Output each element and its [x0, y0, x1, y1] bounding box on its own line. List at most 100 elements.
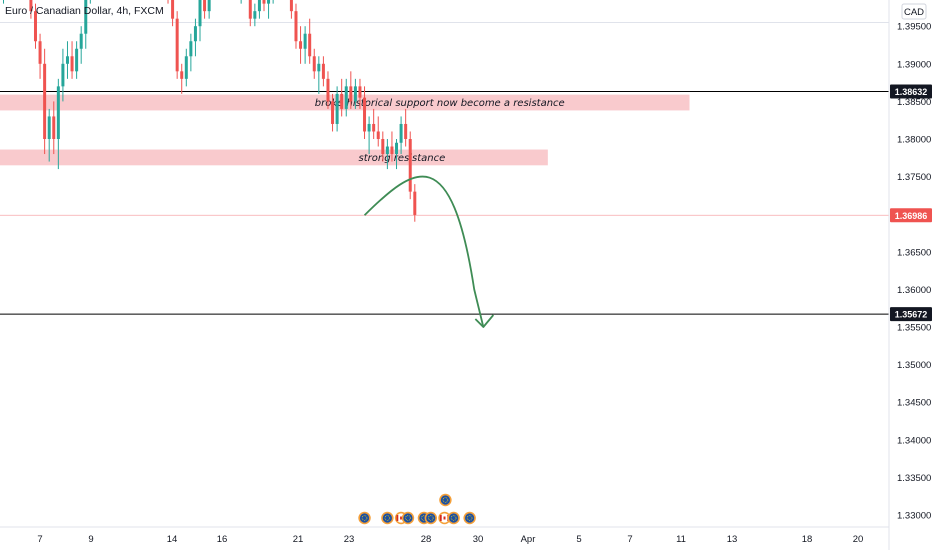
candle[interactable]	[193, 18, 197, 57]
candle[interactable]	[299, 26, 303, 64]
candle[interactable]	[349, 71, 353, 109]
candle-body	[349, 86, 353, 102]
candle[interactable]	[84, 0, 88, 49]
candle[interactable]	[33, 3, 37, 49]
zone-1[interactable]	[0, 149, 548, 166]
projection-arrow-path	[363, 175, 485, 328]
candle[interactable]	[312, 48, 316, 79]
candle[interactable]	[56, 78, 60, 170]
flag-eu	[382, 513, 392, 523]
candle[interactable]	[289, 0, 293, 19]
candle[interactable]	[303, 26, 307, 64]
candle[interactable]	[43, 48, 47, 155]
price-badge-box	[890, 307, 932, 322]
candle[interactable]	[189, 33, 193, 72]
candle[interactable]	[70, 41, 74, 79]
candle[interactable]	[198, 0, 202, 42]
candle-body	[52, 116, 56, 139]
candle[interactable]	[399, 116, 403, 155]
price-tick-label: 1.38000	[897, 135, 931, 146]
event-marker[interactable]	[439, 493, 452, 507]
candle[interactable]	[171, 0, 175, 27]
price-tick-label: 1.33000	[897, 511, 931, 522]
price-badge-level[interactable]: 1.38632	[890, 84, 932, 99]
time-tick-label: 30	[473, 534, 484, 545]
time-tick-label: Apr	[521, 534, 536, 545]
candle[interactable]	[262, 0, 266, 12]
candle-body	[404, 123, 408, 139]
candle[interactable]	[381, 131, 385, 162]
currency-badge[interactable]: CAD	[901, 3, 927, 20]
event-marker[interactable]	[447, 511, 460, 525]
zone-label-0: broke historical support now become a re…	[315, 98, 565, 109]
price-tick-label: 1.39000	[897, 59, 931, 70]
flag-eu	[465, 513, 475, 523]
candle[interactable]	[47, 108, 51, 162]
candle[interactable]	[203, 0, 207, 19]
candle-body	[175, 18, 179, 72]
candle[interactable]	[390, 131, 394, 162]
candle-body	[257, 0, 261, 12]
event-marker[interactable]	[381, 511, 394, 525]
candle[interactable]	[372, 108, 376, 139]
price-tick-label: 1.35000	[897, 360, 931, 371]
candle[interactable]	[257, 0, 261, 19]
event-marker[interactable]	[358, 511, 371, 525]
price-badge-level[interactable]: 1.35672	[890, 307, 932, 322]
candle[interactable]	[38, 33, 42, 79]
candle[interactable]	[413, 184, 417, 222]
time-axis[interactable]: 7 9 14 16 21 23 28 30 Apr 5 7 11 13 18 20	[37, 534, 863, 545]
time-tick-label: 9	[88, 534, 93, 545]
candle[interactable]	[61, 48, 65, 102]
candle-body	[84, 0, 88, 34]
candle[interactable]	[344, 78, 348, 117]
candle[interactable]	[358, 78, 362, 109]
candle-body	[372, 123, 376, 132]
candle[interactable]	[363, 86, 367, 139]
candle-body	[321, 63, 325, 79]
candle-body	[353, 86, 357, 102]
candle[interactable]	[184, 48, 188, 87]
candle[interactable]	[79, 26, 83, 64]
event-marker[interactable]	[401, 511, 415, 525]
candle[interactable]	[253, 3, 257, 27]
candle[interactable]	[317, 56, 321, 94]
time-tick-label: 5	[576, 534, 581, 545]
candle[interactable]	[65, 41, 69, 79]
candle[interactable]	[180, 63, 184, 94]
event-marker[interactable]	[463, 511, 476, 525]
candle[interactable]	[385, 139, 389, 170]
price-tick-label: 1.37500	[897, 172, 931, 183]
candle[interactable]	[353, 78, 357, 109]
candle[interactable]	[52, 101, 56, 155]
candle[interactable]	[340, 78, 344, 117]
candle[interactable]	[326, 71, 330, 109]
candle[interactable]	[294, 3, 298, 49]
candle[interactable]	[308, 18, 312, 64]
flag-eu	[359, 513, 370, 523]
flag-eu-stars	[427, 515, 434, 521]
candle[interactable]	[404, 108, 408, 147]
candle[interactable]	[331, 93, 335, 132]
candle[interactable]	[367, 116, 371, 155]
candle[interactable]	[207, 0, 211, 19]
price-badge-last[interactable]: 1.36986	[890, 208, 932, 223]
candle[interactable]	[408, 131, 412, 200]
candle[interactable]	[335, 86, 339, 132]
time-tick-label: 11	[676, 534, 686, 545]
event-marker[interactable]	[424, 511, 437, 525]
candle[interactable]	[267, 0, 271, 19]
flag-eu-stars	[466, 515, 473, 521]
candle[interactable]	[175, 11, 179, 79]
candle[interactable]	[75, 41, 79, 79]
candle[interactable]	[248, 0, 252, 27]
candle[interactable]	[321, 56, 325, 87]
candle[interactable]	[29, 0, 33, 19]
candle-body	[70, 56, 74, 72]
currency-badge-box	[901, 3, 927, 20]
candle-body	[376, 131, 380, 139]
candle-body	[29, 0, 33, 12]
candle[interactable]	[395, 139, 399, 170]
candle[interactable]	[376, 116, 380, 147]
